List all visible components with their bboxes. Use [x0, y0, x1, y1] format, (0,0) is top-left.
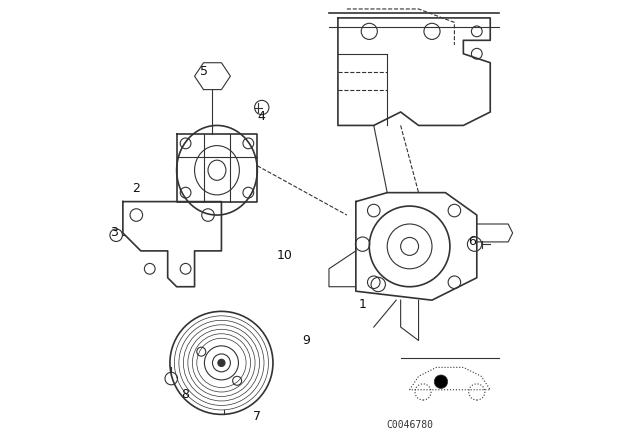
Text: 8: 8: [182, 388, 189, 401]
Text: 1: 1: [358, 298, 367, 311]
Text: 5: 5: [200, 65, 207, 78]
Circle shape: [218, 359, 225, 366]
Text: 3: 3: [110, 226, 118, 240]
Text: 10: 10: [276, 249, 292, 262]
Text: 6: 6: [468, 235, 476, 249]
Text: 7: 7: [253, 410, 261, 423]
Text: C0046780: C0046780: [386, 420, 433, 430]
Text: 4: 4: [258, 110, 266, 123]
Circle shape: [435, 375, 448, 388]
Text: 9: 9: [303, 334, 310, 347]
Text: 2: 2: [132, 181, 140, 195]
